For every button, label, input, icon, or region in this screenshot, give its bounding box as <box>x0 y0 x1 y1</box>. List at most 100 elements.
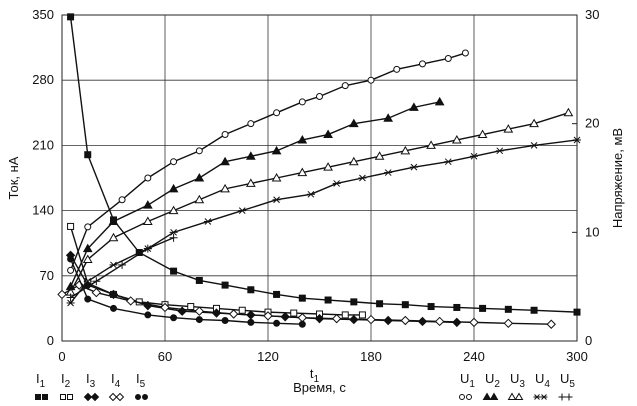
data-point-I1 <box>195 276 203 284</box>
legend-marker <box>60 394 66 400</box>
data-point-U1 <box>419 60 426 68</box>
data-point-I4 <box>57 289 67 300</box>
marker-shape <box>348 118 359 128</box>
legend-marker <box>489 392 499 400</box>
legend-marker <box>142 394 148 400</box>
series-U3 <box>65 107 574 296</box>
marker-shape <box>35 394 41 400</box>
marker-shape <box>170 267 178 275</box>
data-point-U1 <box>367 76 375 84</box>
marker-shape <box>247 120 255 128</box>
axes: 0 60 120 180 240 3000701402102803500102030Вре… <box>6 7 625 395</box>
marker-shape <box>118 196 126 204</box>
data-point-I1 <box>573 308 581 316</box>
legend-label: I2 <box>61 371 71 390</box>
data-point-I1 <box>110 216 117 224</box>
marker-shape <box>400 145 411 155</box>
marker-shape <box>514 392 524 400</box>
marker-shape <box>221 281 229 289</box>
marker-shape <box>563 107 574 117</box>
legend-marker <box>540 394 548 400</box>
x-tick-label: 60 <box>158 349 172 364</box>
legend-item-I2: I2 <box>60 371 73 400</box>
data-point-I1 <box>67 13 75 21</box>
marker-shape <box>507 392 517 400</box>
legend: I1 I2 I3 I4 I5 U1 U2 U3 U4 U5 <box>35 371 575 402</box>
marker-shape <box>82 243 93 253</box>
data-point-U4 <box>203 218 212 225</box>
data-point-I1 <box>479 304 487 312</box>
legend-item-I5: I5 <box>135 371 148 400</box>
legend-marker <box>135 394 141 400</box>
marker-shape <box>238 306 246 314</box>
marker-shape <box>194 194 205 204</box>
legend-label: I1 <box>36 371 46 390</box>
marker-shape <box>115 392 125 402</box>
data-point-U3 <box>142 216 153 225</box>
data-point-U3 <box>297 167 308 177</box>
marker-shape <box>466 394 472 400</box>
marker-shape <box>42 394 48 400</box>
marker-shape <box>323 162 333 171</box>
marker-shape <box>84 295 92 303</box>
legend-marker <box>507 392 517 400</box>
data-point-U2 <box>168 183 179 193</box>
series-line-U3 <box>69 112 569 293</box>
data-point-I5 <box>67 255 75 263</box>
x-axis-label: Время, с <box>293 380 346 395</box>
marker-shape <box>245 178 256 187</box>
marker-shape <box>142 394 148 400</box>
marker-shape <box>247 286 255 294</box>
data-point-U2 <box>245 151 256 160</box>
marker-shape <box>297 134 308 144</box>
marker-shape <box>194 306 205 316</box>
marker-shape <box>341 82 349 90</box>
data-point-U4 <box>470 152 478 160</box>
data-point-U3 <box>323 162 333 171</box>
marker-shape <box>400 315 411 326</box>
grid <box>61 14 578 342</box>
marker-shape <box>298 320 306 328</box>
legend-item-U3: U3 <box>507 371 525 400</box>
y-left-tick-label: 70 <box>40 268 54 283</box>
data-point-U4 <box>530 142 539 149</box>
data-point-I1 <box>504 305 512 313</box>
legend-marker <box>67 394 73 400</box>
legend-item-U4: U4 <box>533 371 550 400</box>
legend-marker <box>482 392 492 400</box>
data-point-I4 <box>503 318 514 329</box>
y-right-tick-label: 10 <box>585 224 599 239</box>
series-line-I4 <box>61 284 552 325</box>
data-point-U5 <box>92 277 101 286</box>
data-point-U4 <box>409 163 418 171</box>
marker-shape <box>271 145 282 155</box>
marker-shape <box>489 392 499 400</box>
marker-shape <box>426 140 436 149</box>
data-point-I4 <box>400 315 411 326</box>
marker-shape <box>358 311 366 319</box>
marker-shape <box>67 255 75 263</box>
data-point-U1 <box>444 54 452 62</box>
y-left-tick-label: 280 <box>32 72 54 87</box>
data-point-U1 <box>273 109 281 117</box>
legend-label: U3 <box>510 371 525 390</box>
data-point-U3 <box>108 232 119 242</box>
marker-shape <box>444 54 452 62</box>
marker-shape <box>479 304 487 312</box>
data-point-I5 <box>221 317 229 325</box>
data-point-U1 <box>393 65 401 73</box>
data-point-U3 <box>220 183 230 193</box>
marker-shape <box>84 151 92 159</box>
series-line-I5 <box>69 258 303 325</box>
data-point-I4 <box>297 313 308 323</box>
marker-shape <box>195 316 203 324</box>
marker-shape <box>331 313 342 324</box>
data-point-I1 <box>170 267 178 275</box>
marker-shape <box>504 305 512 313</box>
x-tick-label: 120 <box>257 349 279 364</box>
marker-shape <box>459 394 465 400</box>
x-tick-label: 240 <box>463 349 485 364</box>
data-point-I4 <box>228 309 239 319</box>
data-point-U4 <box>109 261 118 269</box>
